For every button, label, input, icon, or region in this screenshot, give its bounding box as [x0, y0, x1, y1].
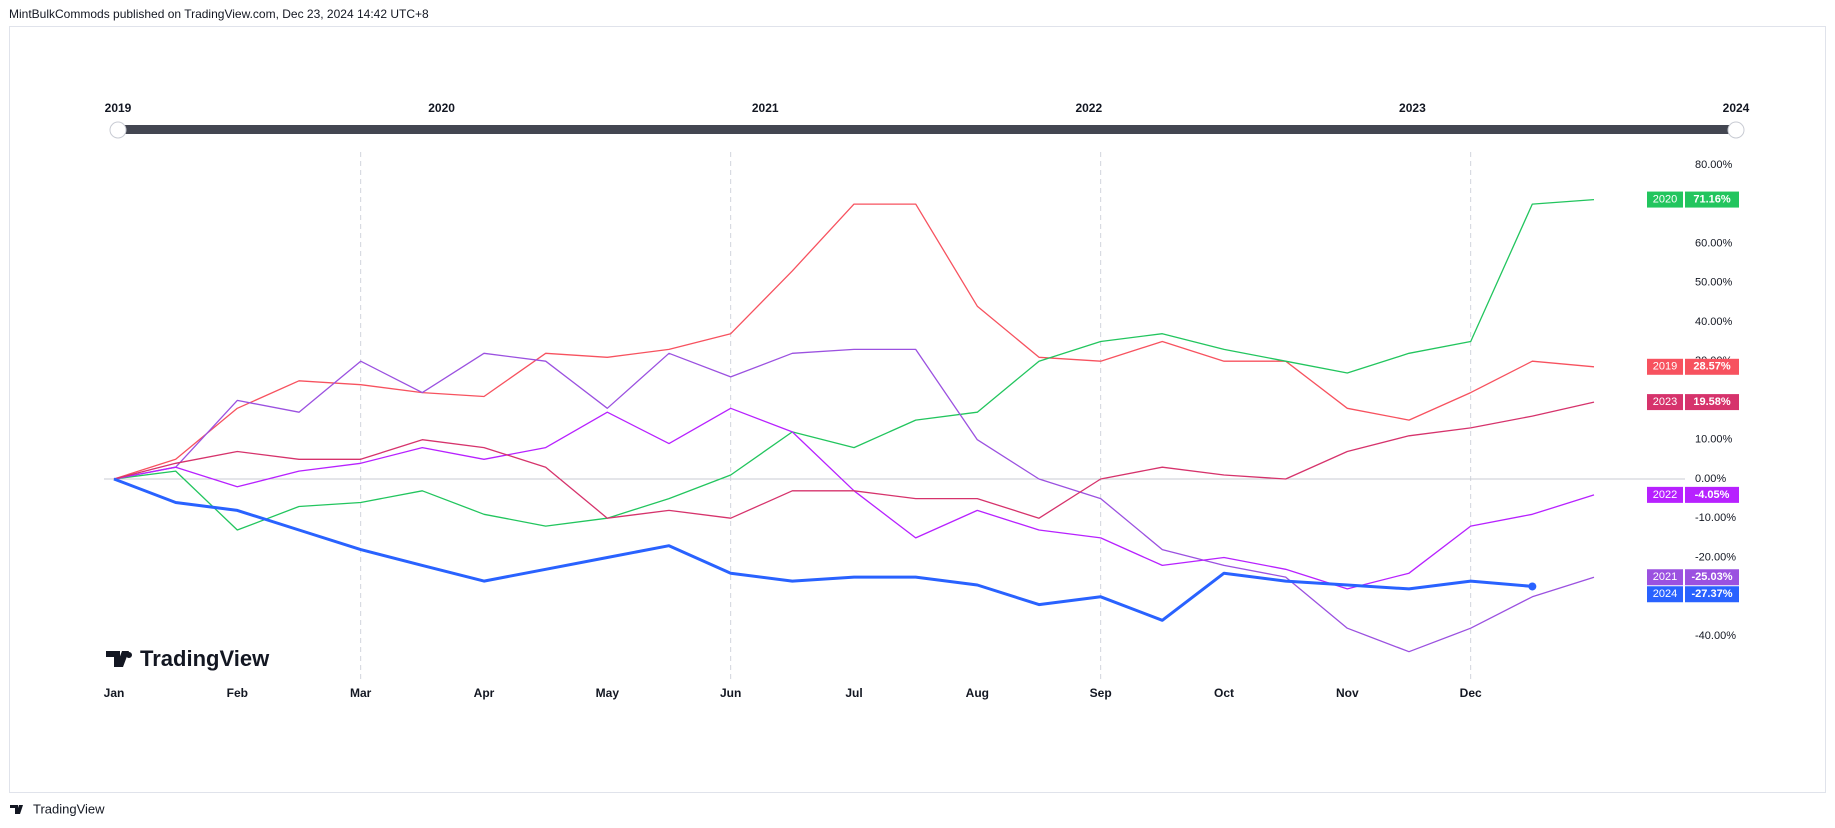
x-tick-label: Nov — [1336, 686, 1359, 700]
badge-value-bg — [1685, 586, 1739, 603]
value-label: 19.58% — [1693, 396, 1731, 408]
legend-name: 2022 — [1653, 489, 1677, 501]
legend-name: 2021 — [1653, 571, 1677, 583]
badge-name-bg — [1647, 586, 1683, 603]
range-handle[interactable] — [1727, 121, 1745, 139]
y-tick-label: -10.00% — [1695, 512, 1736, 524]
badge-value-bg — [1685, 394, 1739, 411]
legend-badge: 2020 71.16% — [1647, 191, 1739, 208]
badge-value-bg — [1685, 569, 1739, 586]
range-label: 2024 — [1723, 101, 1750, 115]
badge-value-bg — [1685, 358, 1739, 375]
x-tick-label: Jul — [845, 686, 862, 700]
range-label: 2023 — [1399, 101, 1426, 115]
x-tick-label: Jan — [104, 686, 125, 700]
series-line — [113, 477, 1533, 622]
legend-badge: 2023 19.58% — [1647, 394, 1739, 411]
series-line — [113, 407, 1595, 590]
legend-badge: 2024 -27.37% — [1647, 586, 1739, 603]
y-tick-label: 0.00% — [1695, 473, 1726, 485]
badge-name-bg — [1647, 191, 1683, 208]
range-label: 2019 — [105, 101, 132, 115]
x-tick-label: Jun — [720, 686, 741, 700]
y-tick-label: 40.00% — [1695, 316, 1733, 328]
footer-logo: TradingView — [10, 801, 105, 816]
legend-name: 2019 — [1653, 361, 1677, 373]
x-tick-label: Dec — [1460, 686, 1482, 700]
legend-name: 2023 — [1653, 396, 1677, 408]
x-tick-label: May — [596, 686, 620, 700]
range-bar[interactable] — [118, 125, 1736, 134]
value-label: 28.57% — [1693, 361, 1731, 373]
x-tick-label: Aug — [966, 686, 989, 700]
badge-name-bg — [1647, 486, 1683, 503]
x-tick-label: Apr — [474, 686, 495, 700]
range-handle[interactable] — [109, 121, 127, 139]
badge-name-bg — [1647, 569, 1683, 586]
watermark-logo: TradingView — [106, 646, 270, 671]
footer: TradingView — [33, 801, 105, 816]
y-tick-label: 80.00% — [1695, 159, 1733, 171]
end-dot — [1528, 582, 1537, 591]
series-line — [113, 348, 1595, 653]
legend-badge: 2022 -4.05% — [1647, 486, 1739, 503]
range-label: 2021 — [752, 101, 779, 115]
y-tick-label: -40.00% — [1695, 630, 1736, 642]
x-tick-label: Feb — [227, 686, 248, 700]
x-tick-label: Oct — [1214, 686, 1234, 700]
value-label: -25.03% — [1692, 571, 1733, 583]
frame — [9, 26, 1826, 793]
y-tick-label: 10.00% — [1695, 434, 1733, 446]
y-tick-label: 50.00% — [1695, 277, 1733, 289]
x-tick-label: Mar — [350, 686, 372, 700]
value-label: 71.16% — [1693, 193, 1731, 205]
legend-name: 2024 — [1653, 588, 1677, 600]
range-label: 2022 — [1075, 101, 1102, 115]
value-label: -27.37% — [1692, 588, 1733, 600]
badge-value-bg — [1685, 191, 1739, 208]
x-tick-label: Sep — [1090, 686, 1112, 700]
legend-badge: 2021 -25.03% — [1647, 569, 1739, 586]
y-tick-label: -20.00% — [1695, 551, 1736, 563]
badge-value-bg — [1685, 486, 1739, 503]
legend-name: 2020 — [1653, 193, 1677, 205]
range-label: 2020 — [428, 101, 455, 115]
watermark: TradingView — [140, 646, 270, 671]
legend-badge: 2019 28.57% — [1647, 358, 1739, 375]
value-label: -4.05% — [1695, 489, 1730, 501]
series-line — [113, 401, 1595, 519]
badge-name-bg — [1647, 394, 1683, 411]
header: MintBulkCommods published on TradingView… — [9, 7, 429, 21]
badge-name-bg — [1647, 358, 1683, 375]
series-line — [113, 198, 1595, 531]
series-line — [113, 203, 1595, 480]
y-tick-label: 60.00% — [1695, 237, 1733, 249]
